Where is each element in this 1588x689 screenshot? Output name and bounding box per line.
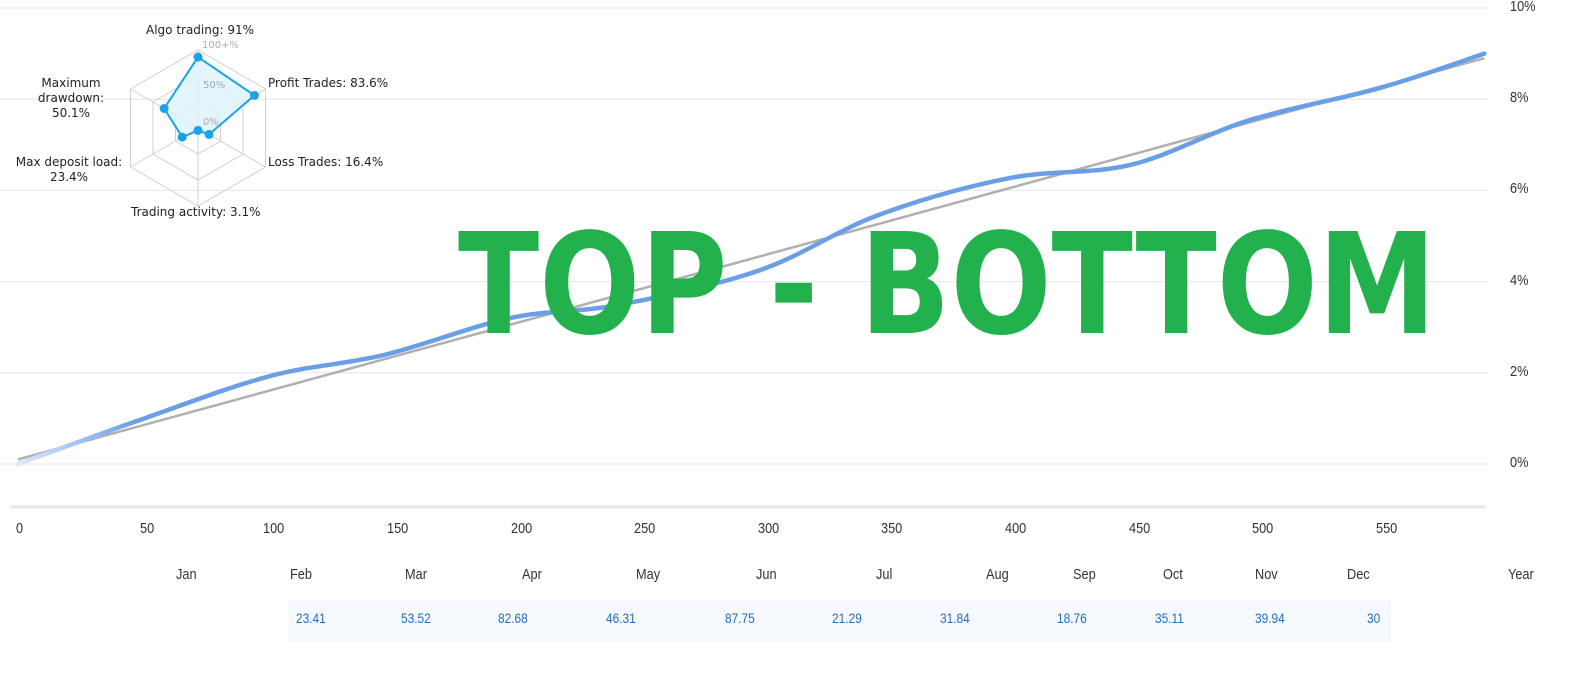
x-tick-label: 100 (263, 520, 285, 537)
radar-ring-label: 50% (203, 80, 225, 91)
x-tick-label: 400 (1005, 520, 1027, 537)
y-tick-label: 0% (1510, 454, 1529, 471)
x-tick-label: 500 (1252, 520, 1274, 537)
monthly-values-row (288, 600, 1391, 642)
month-value: 46.31 (606, 610, 636, 626)
radar-point (193, 125, 203, 135)
radar-axis-label: Trading activity: 3.1% (131, 205, 261, 219)
month-label: Dec (1347, 566, 1370, 583)
month-label: Aug (986, 566, 1009, 583)
watermark-text: TOP - BOTTOM (458, 204, 1437, 367)
x-tick-label: 200 (510, 520, 532, 537)
radar-axis-label: Algo trading: 91% (146, 23, 255, 37)
month-value: 35.11 (1155, 610, 1184, 626)
y-tick-label: 2% (1510, 362, 1529, 380)
radar-point (159, 103, 169, 113)
month-label: Jul (876, 566, 893, 583)
month-label: Apr (522, 566, 542, 583)
x-tick-label: 550 (1376, 520, 1398, 537)
month-value: 18.76 (1057, 610, 1087, 626)
radar-axis-label: Max deposit load: 23.4% (15, 155, 123, 184)
x-tick-label: 450 (1128, 520, 1150, 537)
month-value: 23.41 (296, 610, 326, 626)
radar-point (193, 52, 203, 62)
month-value: 82.68 (498, 610, 528, 626)
radar-point (249, 90, 259, 100)
month-value: 39.94 (1255, 610, 1285, 626)
y-tick-label: 4% (1510, 271, 1529, 289)
x-tick-label: 150 (386, 520, 409, 537)
x-tick-label: 350 (881, 520, 903, 537)
radar-axis-label: Loss Trades: 16.4% (268, 155, 384, 169)
month-label: Nov (1255, 566, 1278, 583)
month-label: Mar (405, 566, 427, 583)
radar-ring-label: 100+% (202, 40, 239, 51)
x-tick-label: 50 (139, 520, 154, 537)
radar-ring-label: 0% (203, 117, 219, 128)
radar-point (204, 129, 214, 139)
radar-point (177, 132, 187, 142)
month-label: Oct (1163, 566, 1183, 583)
y-tick-label: 10% (1510, 0, 1536, 15)
month-value: 31.84 (940, 610, 970, 626)
month-label: May (636, 566, 661, 583)
month-value: 53.52 (401, 610, 431, 626)
month-label: Feb (290, 566, 312, 583)
x-tick-label: 300 (757, 520, 780, 537)
month-label: Year (1508, 566, 1534, 583)
month-label: Jun (756, 566, 777, 583)
x-tick-label: 0 (16, 520, 24, 537)
month-label: Sep (1073, 566, 1096, 583)
x-tick-label: 250 (634, 520, 656, 537)
month-label: Jan (176, 566, 197, 583)
month-value: 30 (1367, 610, 1381, 626)
month-value: 21.29 (832, 610, 862, 626)
y-tick-label: 6% (1510, 180, 1529, 198)
y-tick-label: 8% (1510, 89, 1529, 107)
radar-axis-label: Maximum drawdown: 50.1% (37, 76, 105, 120)
radar-axis-label: Profit Trades: 83.6% (268, 76, 389, 90)
month-value: 87.75 (725, 610, 755, 626)
